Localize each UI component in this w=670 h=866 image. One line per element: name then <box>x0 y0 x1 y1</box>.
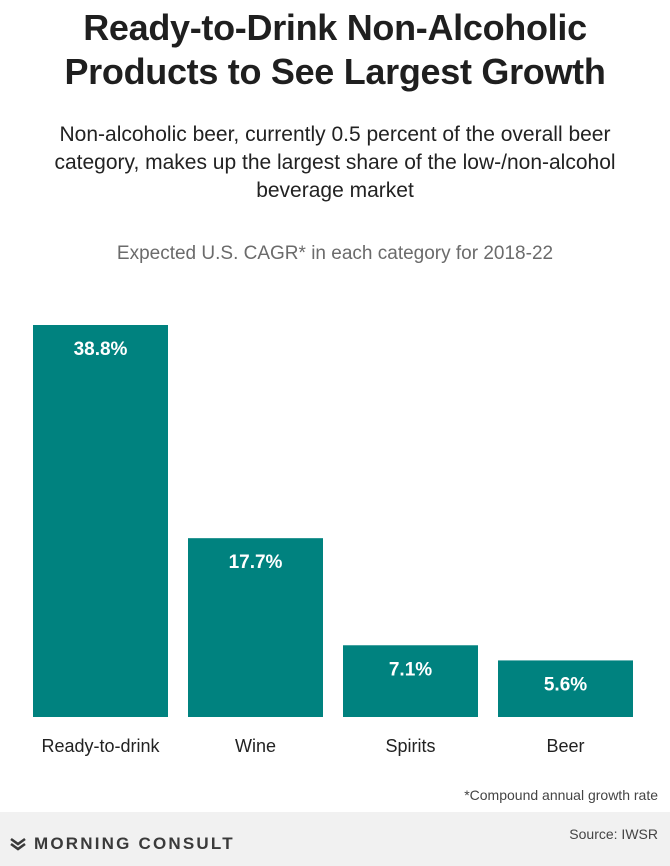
bar-chart: 38.8% Ready-to-drink 17.7% Wine 7.1% Spirits 5… <box>33 325 633 756</box>
page-title: Ready-to-Drink Non-Alcoholic Products to… <box>0 6 670 94</box>
brand-name: MORNING CONSULT <box>34 834 235 853</box>
brand-logo: MORNING CONSULT <box>10 834 235 854</box>
bar-wine <box>188 538 323 717</box>
source-note: Source: IWSR <box>569 826 658 842</box>
bar-beer <box>498 660 633 717</box>
bar-spirits <box>343 645 478 717</box>
category-label: Wine <box>235 736 276 756</box>
footnote: *Compound annual growth rate <box>464 787 658 803</box>
data-label: 7.1% <box>389 659 432 680</box>
page-subtitle: Non-alcoholic beer, currently 0.5 percen… <box>54 123 616 202</box>
title-line-1: Ready-to-Drink Non-Alcoholic <box>83 7 587 48</box>
data-label: 38.8% <box>74 339 128 360</box>
category-label: Ready-to-drink <box>41 736 160 756</box>
chart-title: Expected U.S. CAGR* in each category for… <box>116 243 554 264</box>
data-label: 5.6% <box>544 674 587 695</box>
category-label: Spirits <box>385 736 435 756</box>
title-line-2: Products to See Largest Growth <box>64 51 606 92</box>
bar-ready-to-drink <box>33 325 168 717</box>
data-label: 17.7% <box>229 552 283 573</box>
chevron-logo-icon <box>10 837 26 851</box>
category-label: Beer <box>546 736 584 756</box>
footer-bar <box>0 812 670 866</box>
